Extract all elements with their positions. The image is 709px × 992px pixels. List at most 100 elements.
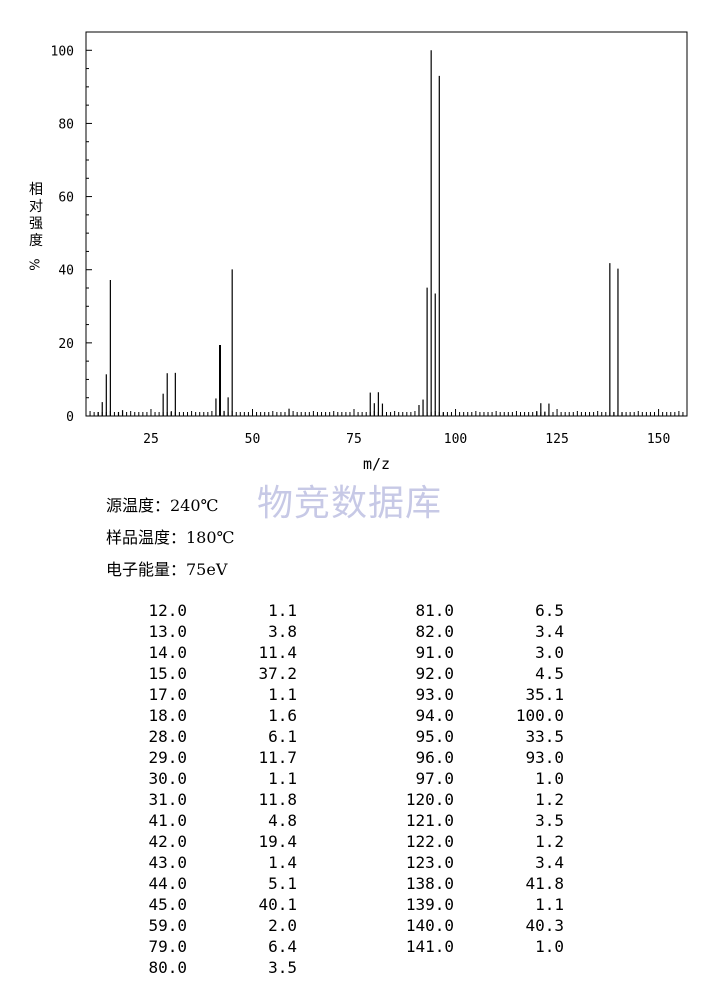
x-tick-label: 150 <box>647 432 670 447</box>
intensity-value: 6.4 <box>268 937 297 956</box>
table-row: 138.0 41.8 <box>0 874 709 895</box>
mz-value: 120.0 <box>405 790 454 809</box>
intensity-value: 3.5 <box>268 958 297 977</box>
intensity-value: 40.3 <box>525 916 564 935</box>
y-axis-title-char: 对 <box>29 199 43 215</box>
mz-value: 122.0 <box>405 832 454 851</box>
y-tick-label: 60 <box>58 191 74 206</box>
mz-value: 28.0 <box>148 727 187 746</box>
mz-value: 59.0 <box>148 916 187 935</box>
y-tick-label: 40 <box>58 264 74 279</box>
x-tick-label: 50 <box>245 432 261 447</box>
table-row: 28.0 6.1 <box>0 727 709 748</box>
table-row: 97.0 1.0 <box>0 769 709 790</box>
intensity-value: 11.7 <box>258 748 297 767</box>
mz-value: 93.0 <box>415 685 454 704</box>
intensity-value: 19.4 <box>258 832 297 851</box>
x-tick-label: 25 <box>143 432 159 447</box>
mz-value: 29.0 <box>148 748 187 767</box>
mz-value: 139.0 <box>405 895 454 914</box>
intensity-value: 33.5 <box>525 727 564 746</box>
intensity-value: 6.5 <box>535 601 564 620</box>
table-row: 31.0 11.8 <box>0 790 709 811</box>
intensity-value: 3.4 <box>535 853 564 872</box>
mz-value: 18.0 <box>148 706 187 725</box>
mz-value: 12.0 <box>148 601 187 620</box>
table-row: 30.0 1.1 <box>0 769 709 790</box>
table-row: 44.0 5.1 <box>0 874 709 895</box>
intensity-value: 6.1 <box>268 727 297 746</box>
mz-value: 31.0 <box>148 790 187 809</box>
y-axis-title-percent: % <box>28 258 44 271</box>
mz-value: 141.0 <box>405 937 454 956</box>
intensity-value: 5.1 <box>268 874 297 893</box>
table-row: 45.0 40.1 <box>0 895 709 916</box>
mz-value: 97.0 <box>415 769 454 788</box>
mz-value: 81.0 <box>415 601 454 620</box>
x-tick-label: 75 <box>346 432 362 447</box>
table-row: 79.0 6.4 <box>0 937 709 958</box>
y-tick-label: 80 <box>58 117 74 132</box>
source-temperature: 源温度：240℃ <box>106 496 219 515</box>
mz-value: 79.0 <box>148 937 187 956</box>
intensity-value: 35.1 <box>525 685 564 704</box>
mz-value: 95.0 <box>415 727 454 746</box>
mz-value: 123.0 <box>405 853 454 872</box>
intensity-value: 1.0 <box>535 937 564 956</box>
electron-energy: 电子能量：75eV <box>106 560 228 579</box>
table-row: 94.0 100.0 <box>0 706 709 727</box>
table-row: 140.0 40.3 <box>0 916 709 937</box>
table-row: 93.0 35.1 <box>0 685 709 706</box>
table-row: 17.0 1.1 <box>0 685 709 706</box>
mz-value: 14.0 <box>148 643 187 662</box>
table-row: 13.0 3.8 <box>0 622 709 643</box>
table-row: 43.0 1.4 <box>0 853 709 874</box>
intensity-value: 1.1 <box>535 895 564 914</box>
x-tick-label: 100 <box>444 432 467 447</box>
intensity-value: 93.0 <box>525 748 564 767</box>
mz-value: 82.0 <box>415 622 454 641</box>
table-row: 41.0 4.8 <box>0 811 709 832</box>
mz-value: 80.0 <box>148 958 187 977</box>
table-row: 139.0 1.1 <box>0 895 709 916</box>
y-axis-title: 相 对 强 度 % <box>26 182 46 273</box>
table-row: 82.0 3.4 <box>0 622 709 643</box>
table-row: 120.0 1.2 <box>0 790 709 811</box>
table-row: 18.0 1.6 <box>0 706 709 727</box>
table-row: 42.0 19.4 <box>0 832 709 853</box>
mz-value: 91.0 <box>415 643 454 662</box>
intensity-value: 4.5 <box>535 664 564 683</box>
intensity-value: 3.8 <box>268 622 297 641</box>
intensity-value: 1.1 <box>268 685 297 704</box>
intensity-value: 11.4 <box>258 643 297 662</box>
intensity-value: 40.1 <box>258 895 297 914</box>
mz-value: 43.0 <box>148 853 187 872</box>
intensity-value: 2.0 <box>268 916 297 935</box>
x-axis-title: m/z <box>363 455 391 473</box>
intensity-value: 11.8 <box>258 790 297 809</box>
intensity-value: 3.0 <box>535 643 564 662</box>
table-row: 121.0 3.5 <box>0 811 709 832</box>
mz-value: 138.0 <box>405 874 454 893</box>
intensity-value: 1.6 <box>268 706 297 725</box>
table-row: 141.0 1.0 <box>0 937 709 958</box>
mz-value: 94.0 <box>415 706 454 725</box>
table-row: 29.0 11.7 <box>0 748 709 769</box>
intensity-value: 3.4 <box>535 622 564 641</box>
mass-spectrum-chart: 25 50 75 100 125 150 0 20 40 60 80 100 <box>51 31 688 447</box>
table-row: 96.0 93.0 <box>0 748 709 769</box>
mz-value: 44.0 <box>148 874 187 893</box>
table-row: 14.0 11.4 <box>0 643 709 664</box>
mz-value: 92.0 <box>415 664 454 683</box>
mz-value: 30.0 <box>148 769 187 788</box>
intensity-value: 1.4 <box>268 853 297 872</box>
mz-value: 17.0 <box>148 685 187 704</box>
intensity-value: 100.0 <box>515 706 564 725</box>
table-row: 122.0 1.2 <box>0 832 709 853</box>
table-row: 80.0 3.5 <box>0 958 709 979</box>
y-tick-label: 20 <box>58 337 74 352</box>
intensity-value: 3.5 <box>535 811 564 830</box>
intensity-value: 1.2 <box>535 832 564 851</box>
watermark: 物竞数据库 <box>257 483 443 524</box>
table-row: 123.0 3.4 <box>0 853 709 874</box>
